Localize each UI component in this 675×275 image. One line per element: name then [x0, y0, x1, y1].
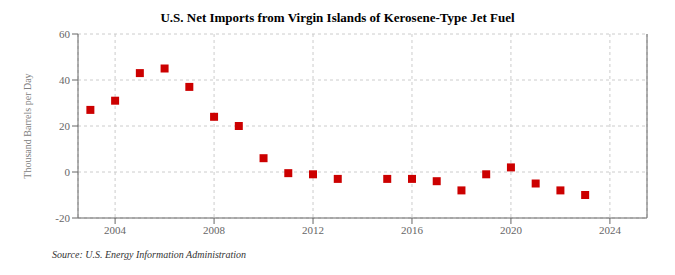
svg-text:0: 0 — [65, 166, 71, 178]
svg-text:2016: 2016 — [401, 224, 424, 236]
svg-text:-20: -20 — [55, 212, 70, 224]
svg-text:2020: 2020 — [500, 224, 523, 236]
svg-text:40: 40 — [59, 74, 71, 86]
svg-text:60: 60 — [59, 28, 71, 40]
svg-text:Thousand Barrels per Day: Thousand Barrels per Day — [22, 73, 33, 178]
svg-text:2012: 2012 — [302, 224, 324, 236]
svg-text:20: 20 — [59, 120, 71, 132]
html-text:Source: U.S. Energy Informatio: Source: U.S. Energy Information Administ… — [52, 249, 247, 260]
svg-text:2024: 2024 — [599, 224, 622, 236]
svg-text:2004: 2004 — [104, 224, 127, 236]
svg-text:2008: 2008 — [203, 224, 226, 236]
html-text:U.S. Net Imports from Virgin I: U.S. Net Imports from Virgin Islands of … — [160, 10, 515, 25]
